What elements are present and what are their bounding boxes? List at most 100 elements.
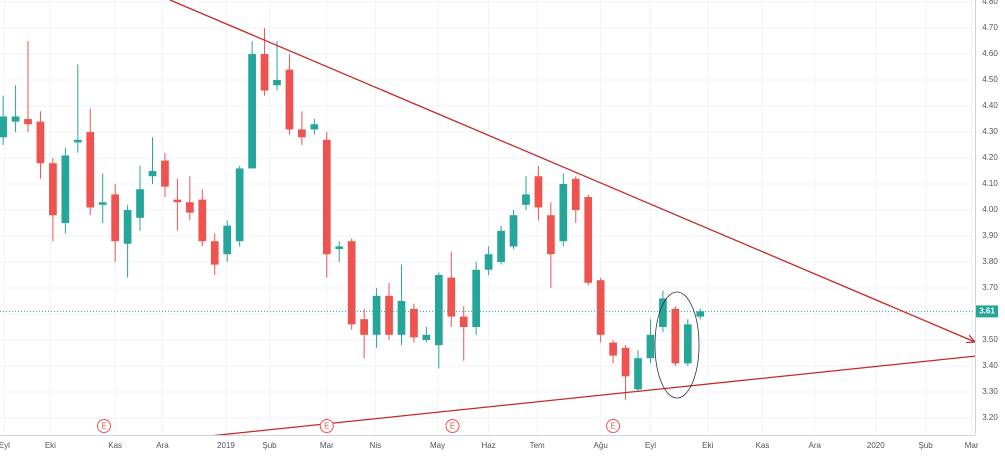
candle-body [584,197,593,283]
candle-body [273,80,281,86]
candle-body [347,241,356,325]
candle-body [322,139,331,255]
candle-body [484,254,493,270]
candle-body [422,334,431,340]
y-tick-label: 3.40 [982,361,998,370]
candle-body [123,210,132,244]
event-marker [606,419,621,433]
candle-body [509,215,518,247]
candle-body [298,129,306,138]
candle-body [621,347,630,377]
candle-body [24,119,32,125]
candle-body [310,124,319,130]
y-tick-label: 3.20 [982,413,998,422]
y-tick-label: 4.30 [982,127,998,136]
candle-body [11,116,20,122]
x-tick-label: Haz [482,441,496,450]
x-tick-label: Eki [702,441,713,450]
highlight-ellipse [654,291,700,399]
y-tick-label: 3.30 [982,387,998,396]
upper-trendline [169,0,975,342]
candle-body [522,194,530,205]
y-tick-label: 4.40 [982,101,998,110]
candle-body [434,275,443,346]
candle-body [659,298,667,327]
x-tick-label: Eki [45,441,56,450]
candle-body [447,277,456,317]
y-tick-label: 3.80 [982,257,998,266]
event-label: E [610,422,615,431]
candle-body [559,184,568,242]
x-tick-label: Tem [530,441,545,450]
candle-body [459,316,468,327]
candle-body [397,300,406,335]
candle-body [136,189,144,218]
candle-body [534,176,543,208]
y-tick-label: 4.10 [982,179,998,188]
last-price-box [976,305,998,318]
y-tick-label: 4.60 [982,49,998,58]
y-tick-label: 4.80 [982,0,998,6]
candle-body [36,121,45,164]
candle-body [646,334,655,359]
event-label: E [101,422,106,431]
candle-body [248,54,256,169]
x-tick-label: Kas [108,441,122,450]
y-tick-label: 4.20 [982,153,998,162]
candle-body [609,342,617,356]
candle-body [98,202,107,205]
candle-body [235,168,244,242]
candle-body [683,324,692,364]
candle-body [260,54,269,91]
y-tick-label: 3.50 [982,335,998,344]
x-tick-label: Ağu [594,441,608,450]
drawings [169,0,975,435]
candle-body [410,308,418,338]
x-tick-label: Nis [370,441,382,450]
y-tick-label: 3.70 [982,283,998,292]
x-tick-label: Eyl [645,441,656,450]
x-tick-label: Mar [965,441,979,450]
x-tick-label: Mar [320,441,334,450]
candle-body [360,319,368,335]
y-tick-label: 3.90 [982,231,998,240]
axes: 3.203.303.403.503.603.703.803.904.004.10… [0,0,998,450]
grid [0,0,975,435]
candle-body [223,225,232,255]
candle-body [285,69,294,130]
event-label: E [450,422,455,431]
candle-body [335,246,344,250]
plot [0,28,975,400]
candle-body [148,171,157,177]
candle-body [671,308,680,364]
x-tick-label: Ara [156,441,169,450]
candle-body [210,241,219,265]
candle-body [185,202,194,213]
y-tick-label: 4.70 [982,23,998,32]
candle-body [571,178,580,211]
candle-body [61,155,70,224]
candle-body [86,132,95,208]
x-tick-label: May [430,441,445,450]
candle-body [173,199,182,203]
y-tick-label: 4.00 [982,205,998,214]
candle-body [472,269,481,327]
candle-body [49,163,57,216]
x-tick-label: Şub [918,441,933,450]
x-tick-label: Ara [809,441,822,450]
candle-body [73,139,82,143]
y-tick-label: 4.50 [982,75,998,84]
candle-body [385,295,393,335]
candle-body [372,295,381,335]
last-price-label: 3.61 [979,307,995,316]
event-marker [445,419,460,433]
candle-body [696,311,705,317]
candle-body [0,116,7,138]
lower-trendline [212,355,975,435]
candle-body [596,280,605,335]
candle-body [634,358,642,390]
candle-body [161,160,169,187]
event-label: E [324,422,329,431]
candle-body [111,194,120,242]
